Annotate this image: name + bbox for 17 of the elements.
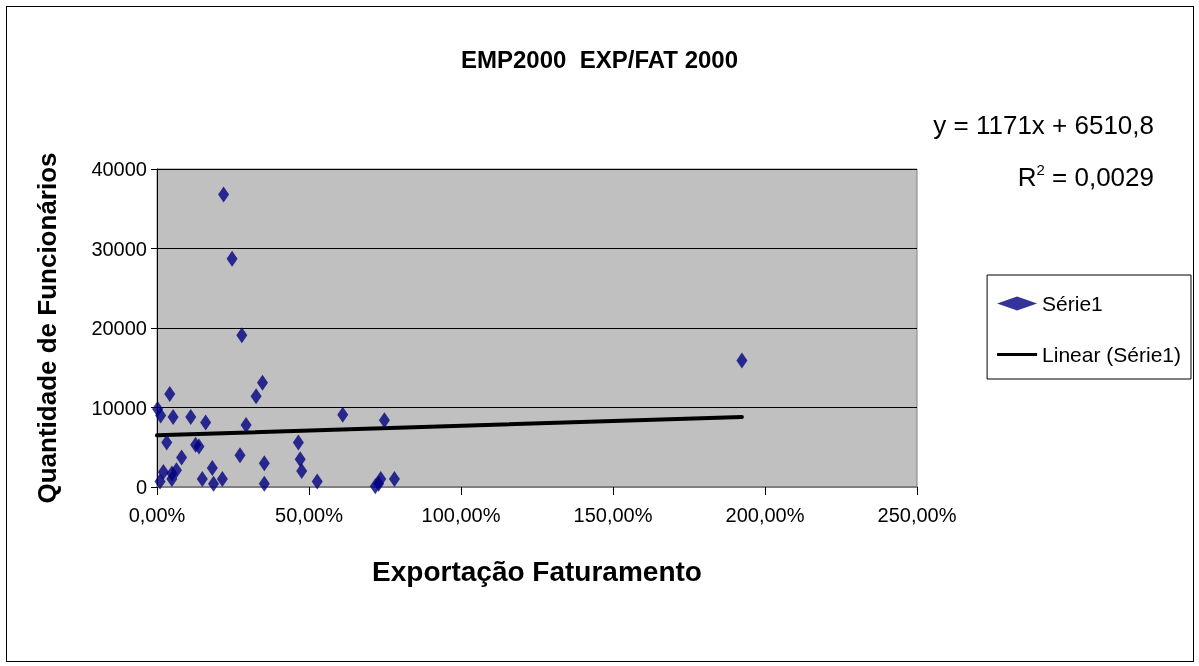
x-tick-label: 200,00% — [725, 504, 805, 526]
x-tick-label: 50,00% — [275, 504, 344, 526]
y-tick-label: 20000 — [91, 317, 147, 339]
x-tick-label: 0,00% — [128, 504, 186, 526]
legend-label: Linear (Série1) — [1042, 343, 1182, 366]
y-tick-label: 30000 — [91, 237, 147, 260]
x-tick-label: 150,00% — [573, 504, 653, 526]
y-tick-label: 0 — [135, 476, 147, 498]
x-axis-title: Exportação Faturamento — [372, 555, 702, 587]
x-tick-label: 100,00% — [421, 504, 501, 526]
y-tick-label: 10000 — [91, 396, 147, 419]
legend-label: Série1 — [1042, 292, 1103, 315]
x-tick-label: 250,00% — [877, 504, 957, 526]
y-axis-title: Quantidade de Funcionários — [32, 152, 62, 504]
chart-title: EMP2000 EXP/FAT 2000 — [460, 45, 739, 73]
text: y = 1171x + 6510,8 — [933, 110, 1155, 140]
y-tick-label: 40000 — [91, 158, 147, 180]
